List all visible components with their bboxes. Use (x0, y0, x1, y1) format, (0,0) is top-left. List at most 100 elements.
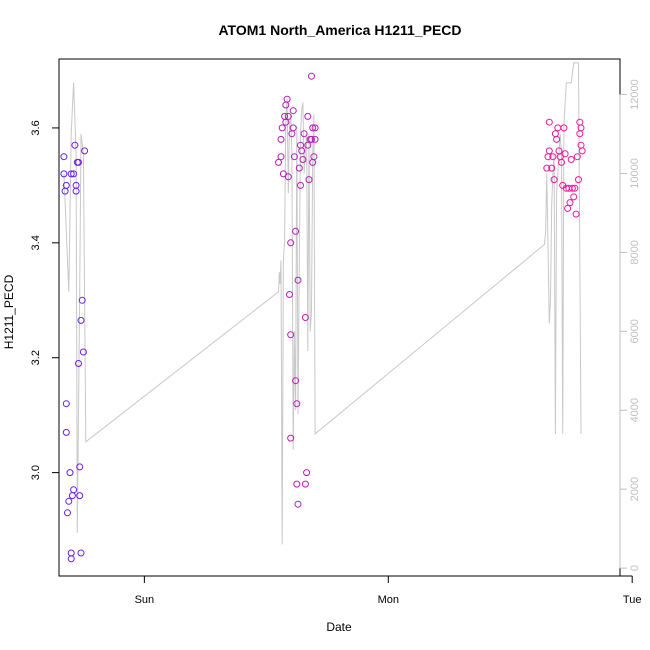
data-point (79, 348, 87, 356)
data-point (298, 147, 306, 155)
data-point (76, 463, 84, 471)
data-point (550, 176, 558, 184)
data-point (576, 130, 584, 138)
data-point (76, 492, 84, 500)
data-point (311, 135, 319, 143)
data-point (300, 130, 308, 138)
data-point (287, 239, 295, 247)
data-point (77, 549, 85, 557)
y-axis-left: 3.0 3.2 3.4 3.6 (30, 120, 60, 480)
data-point (545, 147, 553, 155)
data-point (558, 158, 565, 166)
data-point (81, 147, 89, 155)
data-point (78, 296, 86, 304)
data-point (570, 193, 578, 201)
data-point (577, 124, 585, 132)
data-point (568, 184, 576, 192)
data-point (310, 153, 318, 161)
x-tick-label: Tue (623, 594, 642, 606)
data-point (287, 331, 295, 339)
data-point (561, 150, 569, 158)
data-point (305, 176, 313, 184)
data-point (299, 156, 307, 163)
data-point (566, 199, 574, 207)
data-point (65, 497, 73, 505)
data-point (71, 141, 79, 149)
data-point (284, 112, 292, 120)
y2-tick-label: 10000 (629, 158, 641, 189)
data-point (278, 124, 286, 132)
data-point (304, 112, 312, 120)
data-point (286, 291, 293, 298)
data-point (289, 107, 297, 115)
data-point (277, 135, 285, 143)
data-point (573, 153, 581, 161)
data-point (572, 210, 580, 218)
data-point (283, 95, 291, 103)
chart-title: ATOM1 North_America H1211_PECD (218, 22, 461, 38)
data-point (303, 469, 311, 477)
data-point (75, 158, 82, 166)
data-point (309, 124, 317, 132)
data-point (72, 187, 80, 195)
x-axis-label: Date (326, 620, 352, 634)
data-point (304, 141, 312, 149)
data-point (67, 555, 75, 563)
data-point (560, 124, 568, 132)
data-point (293, 400, 301, 408)
y2-tick-label: 4000 (629, 398, 641, 422)
y-axis-label: H1211_PECD (2, 274, 16, 349)
data-point (551, 130, 559, 138)
y-axis-right: 0 2000 4000 6000 8000 10000 12000 (619, 79, 641, 571)
data-point (68, 492, 76, 500)
data-point (77, 316, 85, 324)
data-point (576, 118, 584, 126)
plot-frame (58, 58, 621, 577)
data-point (308, 135, 315, 143)
data-point (553, 135, 561, 143)
data-point (301, 314, 309, 321)
data-point (294, 500, 302, 508)
data-point (284, 173, 292, 181)
y2-tick-label: 6000 (629, 319, 641, 343)
data-point (543, 164, 551, 172)
data-point (567, 156, 575, 163)
data-point (549, 153, 557, 161)
data-point (290, 153, 298, 161)
data-point (578, 147, 586, 155)
y2-tick-label: 12000 (629, 79, 641, 110)
data-point (575, 176, 582, 184)
data-point (292, 377, 300, 385)
data-point (295, 164, 303, 172)
data-point (66, 469, 74, 477)
data-point (301, 480, 309, 488)
y-tick-label: 3.6 (30, 120, 42, 135)
data-point (294, 276, 302, 284)
data-point (60, 170, 68, 178)
x-tick-label: Sun (135, 594, 155, 606)
data-point (292, 227, 300, 235)
data-point (75, 360, 82, 367)
data-point (297, 181, 304, 189)
data-point (64, 509, 71, 517)
data-point (67, 549, 75, 557)
data-point (275, 158, 282, 166)
data-point (545, 118, 553, 126)
data-point (289, 124, 297, 132)
data-point (60, 153, 68, 161)
y-tick-label: 3.4 (30, 235, 42, 250)
data-point (70, 486, 78, 494)
data-point (67, 170, 75, 178)
data-point (308, 72, 315, 80)
x-tick-label: Mon (378, 594, 399, 606)
y2-tick-label: 2000 (629, 477, 641, 501)
data-point (62, 181, 70, 189)
data-point (548, 164, 556, 172)
data-point (282, 118, 290, 126)
data-point (293, 480, 301, 488)
y2-tick-label: 8000 (629, 240, 641, 264)
secondary-line-path (63, 62, 582, 545)
data-point (564, 204, 572, 212)
data-point (70, 170, 78, 178)
